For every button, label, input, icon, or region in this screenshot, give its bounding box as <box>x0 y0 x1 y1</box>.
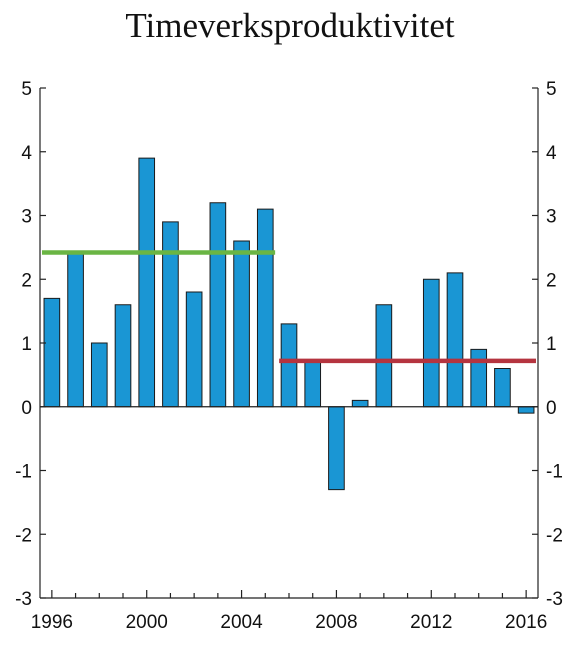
bar-2006 <box>280 323 298 408</box>
x-tick-label: 2004 <box>220 612 263 633</box>
y-tick-label-left: 1 <box>21 334 32 355</box>
bar-2015 <box>494 368 511 408</box>
bar-2016 <box>517 406 535 414</box>
bar-2014 <box>470 348 488 408</box>
y-tick-label-right: -3 <box>546 589 563 610</box>
bar-2007 <box>304 361 322 408</box>
y-tick-label-right: 5 <box>546 79 557 100</box>
y-tick-label-right: 1 <box>546 334 557 355</box>
x-tick-label: 2000 <box>126 612 168 633</box>
x-tick-label: 2012 <box>410 612 452 633</box>
y-tick-label-left: 3 <box>21 207 32 228</box>
x-tick-label: 2016 <box>505 612 547 633</box>
y-tick-label-right: -1 <box>546 462 563 483</box>
y-tick-label-left: 0 <box>21 398 32 419</box>
y-tick-label-left: -2 <box>15 525 32 546</box>
bar-1998 <box>90 342 108 408</box>
bar-2010 <box>375 304 393 408</box>
bar-2005 <box>256 208 274 408</box>
y-tick-label-right: 2 <box>546 270 557 291</box>
bar-1996 <box>43 297 61 408</box>
y-tick-label-right: 3 <box>546 207 557 228</box>
y-tick-label-left: -1 <box>15 462 32 483</box>
bar-2009 <box>351 399 369 408</box>
bar-2002 <box>185 291 203 408</box>
bar-2013 <box>446 272 464 408</box>
bar-2008 <box>328 406 345 491</box>
y-tick-label-right: 4 <box>546 143 557 164</box>
y-tick-label-left: -3 <box>15 589 32 610</box>
bar-1999 <box>114 304 132 408</box>
bar-1997 <box>67 253 84 408</box>
y-tick-label-left: 2 <box>21 270 32 291</box>
bar-2001 <box>162 221 179 408</box>
bar-2000 <box>138 157 156 408</box>
bar-2003 <box>209 202 227 408</box>
chart-title: Timeverksproduktivitet <box>125 6 455 45</box>
x-tick-label: 1996 <box>31 612 73 633</box>
bar-2004 <box>233 240 250 408</box>
bar-2012 <box>422 278 440 408</box>
y-tick-label-left: 5 <box>21 79 32 100</box>
y-tick-label-left: 4 <box>21 143 32 164</box>
y-tick-label-right: -2 <box>546 525 563 546</box>
x-tick-label: 2008 <box>315 612 357 633</box>
y-tick-label-right: 0 <box>546 398 557 419</box>
